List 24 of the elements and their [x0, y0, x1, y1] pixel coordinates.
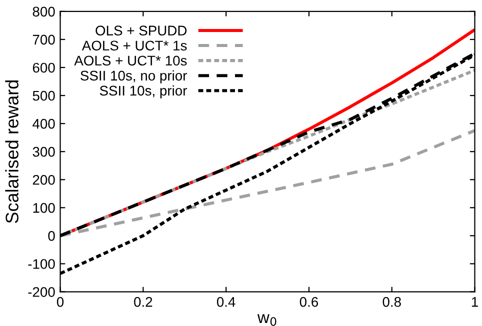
y-tick-label: 400: [32, 118, 55, 129]
legend-label: OLS + SPUDD: [96, 26, 187, 36]
legend-label: AOLS + UCT* 1s: [82, 40, 187, 51]
x-tick-label: 0: [56, 297, 64, 307]
y-axis-title: Scalarised reward: [5, 80, 18, 224]
x-tick-label: 0.4: [216, 297, 236, 307]
y-tick-label: 700: [32, 34, 55, 45]
x-tick-label: 1: [472, 297, 478, 307]
y-tick-label: 0: [48, 231, 55, 241]
y-tick-label: -200: [28, 287, 55, 297]
legend-label: SSII 10s, prior: [100, 85, 187, 98]
y-tick-label: 200: [32, 174, 55, 185]
y-tick-label: 300: [32, 146, 55, 157]
x-tick-label: 0.8: [382, 297, 401, 307]
x-tick-label: 0.2: [134, 297, 152, 307]
y-tick-label: 600: [32, 62, 55, 73]
x-axis-title: w$_{0}$: [257, 314, 276, 326]
x-tick-label: 0.6: [300, 297, 318, 307]
legend-label: SSII 10s, no prior: [80, 70, 187, 84]
y-tick-label: -100: [28, 259, 55, 269]
legend-label: AOLS + UCT* 10s: [74, 56, 187, 66]
y-tick-label: 100: [33, 202, 55, 213]
y-tick-label: 800: [32, 6, 55, 17]
y-tick-label: 500: [32, 90, 55, 101]
